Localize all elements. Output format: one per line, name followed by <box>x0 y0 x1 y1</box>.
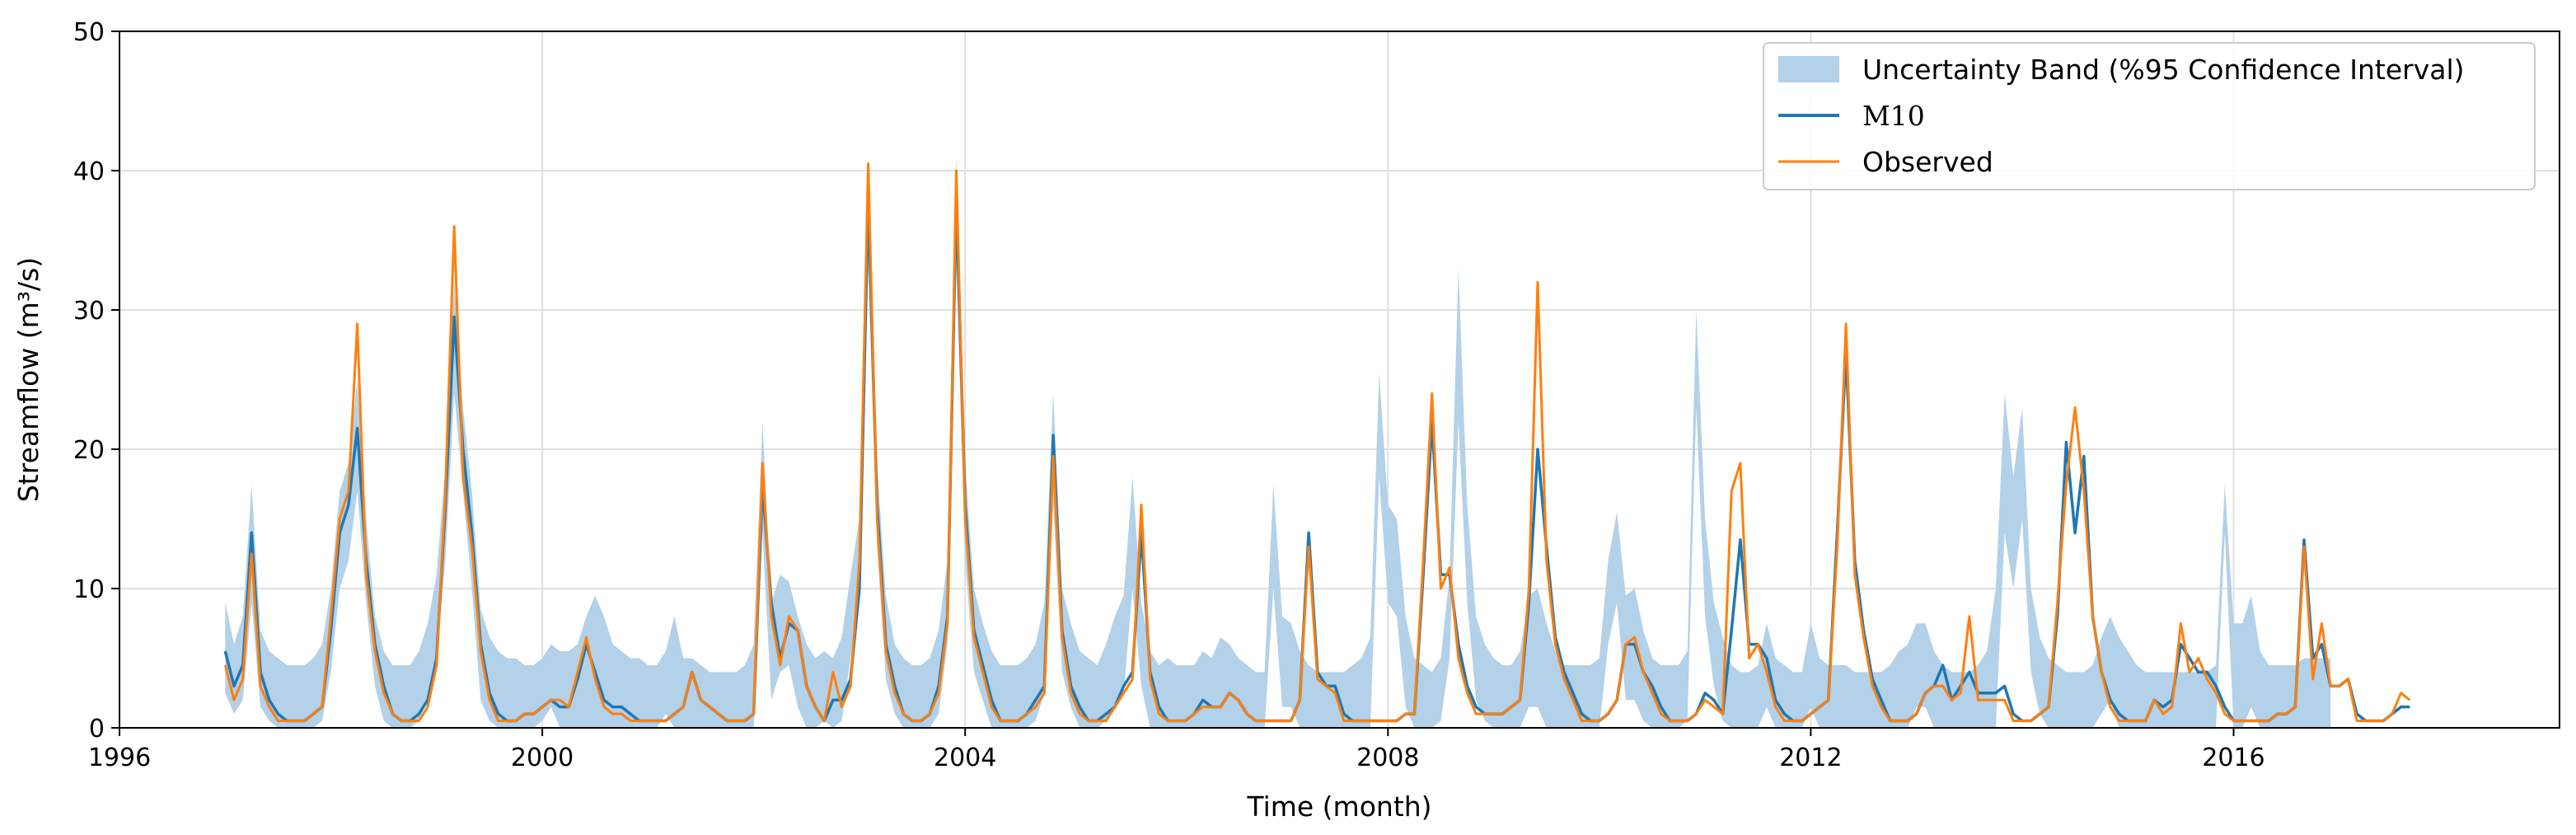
legend-swatch-band <box>1778 56 1839 82</box>
x-tick-label-2004: 2004 <box>934 744 996 772</box>
y-tick-label-10: 10 <box>73 575 105 604</box>
y-tick-label-20: 20 <box>73 436 105 465</box>
legend-label-band: Uncertainty Band (%95 Confidence Interva… <box>1862 54 2465 86</box>
axis-ticks: 1996 2000 2004 2008 2012 2016 0 10 20 30 40 50 <box>73 18 2265 772</box>
x-tick-label-2000: 2000 <box>511 744 574 772</box>
y-tick-label-30: 30 <box>73 297 105 326</box>
uncertainty-band-layer <box>225 157 2331 729</box>
y-axis-title: Streamflow (m³/s) <box>12 257 44 502</box>
series-line-observed <box>223 162 2411 722</box>
y-tick-label-50: 50 <box>73 18 105 47</box>
y-tick-label-0: 0 <box>89 715 105 744</box>
x-tick-label-2016: 2016 <box>2202 744 2265 772</box>
x-tick-label-1996: 1996 <box>88 744 151 772</box>
plot-frame <box>119 30 2560 729</box>
x-tick-label-2012: 2012 <box>1779 744 1842 772</box>
x-tick-label-2008: 2008 <box>1356 744 1419 772</box>
y-tick-label-40: 40 <box>73 157 105 186</box>
uncertainty-band <box>225 157 2331 729</box>
legend: Uncertainty Band (%95 Confidence Interva… <box>1763 42 2536 190</box>
legend-box <box>1763 42 2536 190</box>
series-lines-layer <box>223 162 2411 723</box>
x-axis-title: Time (month) <box>1246 790 1431 823</box>
legend-label-m10: M10 <box>1862 100 1925 132</box>
legend-label-observed: Observed <box>1862 146 1993 178</box>
